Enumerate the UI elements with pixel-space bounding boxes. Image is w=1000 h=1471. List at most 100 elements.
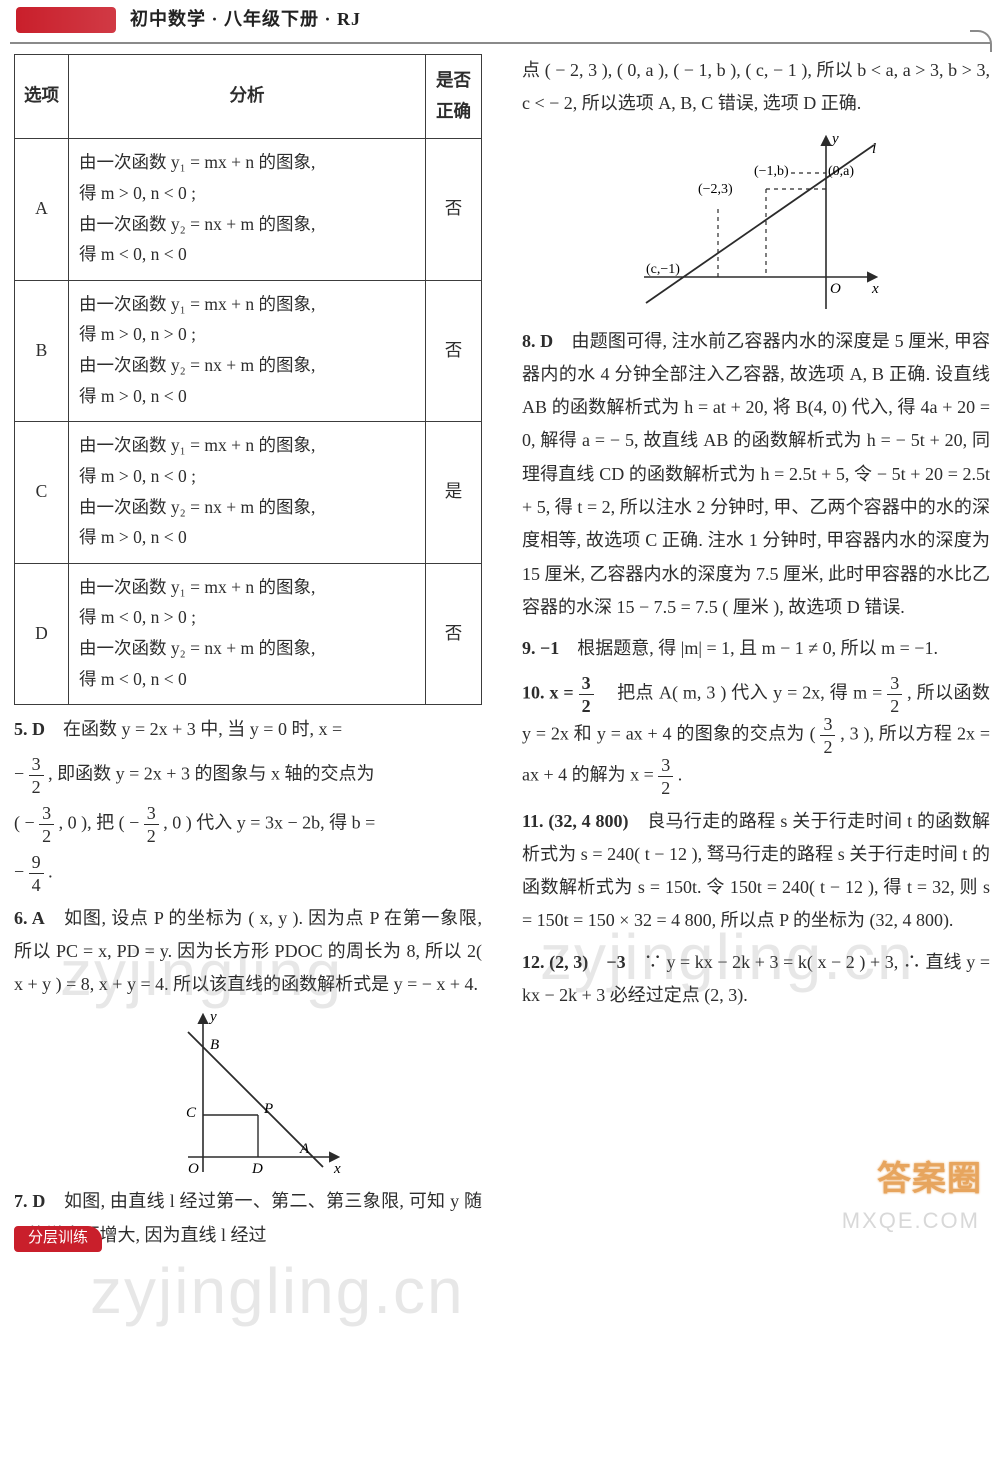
q5-line: 在函数 y = 2x + 3 中, 当 y = 0 时, x = <box>45 719 342 739</box>
svg-text:B: B <box>210 1037 219 1053</box>
analysis-line: 由一次函数 y₂ = nx + m 的图象, <box>79 209 417 240</box>
cell-analysis: 由一次函数 y₁ = mx + n 的图象, 得 m < 0, n > 0 ; … <box>69 563 426 705</box>
analysis-line: 得 m < 0, n < 0 <box>79 239 417 270</box>
text: , 即函数 y = 2x + 3 的图象与 x 轴的交点为 <box>48 763 374 783</box>
header-rule <box>10 42 990 44</box>
analysis-line: 由一次函数 y₂ = nx + m 的图象, <box>79 350 417 381</box>
q10: 10. x = 32 把点 A( m, 3 ) 代入 y = 2x, 得 m =… <box>522 674 990 797</box>
cell-option: B <box>15 280 69 422</box>
q5-line: ( − 32 , 0 ), 把 ( − 32 , 0 ) 代入 y = 3x −… <box>14 804 482 845</box>
fraction: 32 <box>579 674 594 715</box>
text: ( − <box>14 812 39 832</box>
table-row: A 由一次函数 y₁ = mx + n 的图象, 得 m > 0, n < 0 … <box>15 139 482 281</box>
svg-text:O: O <box>188 1161 199 1177</box>
text: − <box>14 763 29 783</box>
q5-line: − 32 , 即函数 y = 2x + 3 的图象与 x 轴的交点为 <box>14 755 482 796</box>
q10-body-a: 把点 A( m, 3 ) 代入 y = 2x, 得 m = <box>599 682 888 702</box>
q12: 12. (2, 3) −3 ∵ y = kx − 2k + 3 = k( x −… <box>522 946 990 1013</box>
svg-text:x: x <box>871 281 879 297</box>
analysis-line: 由一次函数 y₂ = nx + m 的图象, <box>79 633 417 664</box>
q5-lead: 5. D <box>14 719 45 739</box>
right-column: 点 ( − 2, 3 ), ( 0, a ), ( − 1, b ), ( c,… <box>522 54 990 1252</box>
q7-lead: 7. D <box>14 1191 45 1211</box>
analysis-line: 得 m > 0, n < 0 <box>79 522 417 553</box>
q10-body-d: . <box>678 764 683 784</box>
table-row: B 由一次函数 y₁ = mx + n 的图象, 得 m > 0, n > 0 … <box>15 280 482 422</box>
book-title: 初中数学 · 八年级下册 · RJ <box>130 3 361 36</box>
th-result: 是否正确 <box>426 55 482 139</box>
analysis-table: 选项 分析 是否正确 A 由一次函数 y₁ = mx + n 的图象, 得 m … <box>14 54 482 705</box>
svg-text:(−2,3): (−2,3) <box>698 182 733 197</box>
svg-text:y: y <box>208 1009 217 1025</box>
analysis-line: 由一次函数 y₁ = mx + n 的图象, <box>79 289 417 320</box>
cell-option: C <box>15 422 69 564</box>
svg-text:l: l <box>872 141 876 157</box>
table-row: D 由一次函数 y₁ = mx + n 的图象, 得 m < 0, n > 0 … <box>15 563 482 705</box>
q6: 6. A 如图, 设点 P 的坐标为 ( x, y ). 因为点 P 在第一象限… <box>14 902 482 1002</box>
q8: 8. D 由题图可得, 注水前乙容器内水的深度是 5 厘米, 甲容器内的水 4 … <box>522 325 990 625</box>
ribbon-ornament <box>16 7 116 33</box>
table-header-row: 选项 分析 是否正确 <box>15 55 482 139</box>
cell-analysis: 由一次函数 y₁ = mx + n 的图象, 得 m > 0, n > 0 ; … <box>69 280 426 422</box>
svg-text:O: O <box>830 281 841 297</box>
q11: 11. (32, 4 800) 良马行走的路程 s 关于行走时间 t 的函数解析… <box>522 805 990 938</box>
analysis-line: 由一次函数 y₁ = mx + n 的图象, <box>79 572 417 603</box>
analysis-line: 得 m < 0, n < 0 <box>79 664 417 695</box>
r-top: 点 ( − 2, 3 ), ( 0, a ), ( − 1, b ), ( c,… <box>522 54 990 121</box>
fraction: 94 <box>29 853 44 894</box>
svg-text:(−1,b): (−1,b) <box>754 164 789 179</box>
columns: 选项 分析 是否正确 A 由一次函数 y₁ = mx + n 的图象, 得 m … <box>0 54 1000 1258</box>
svg-text:P: P <box>263 1101 273 1117</box>
analysis-line: 得 m < 0, n > 0 ; <box>79 602 417 633</box>
footer-tab: 分层训练 <box>14 1226 102 1252</box>
fraction: 32 <box>887 674 902 715</box>
figure-q7: y x l O (−1,b) (0,a) (−2,3) (c,−1) <box>522 127 990 317</box>
svg-text:(c,−1): (c,−1) <box>646 262 680 277</box>
th-option: 选项 <box>15 55 69 139</box>
q6-lead: 6. A <box>14 908 45 928</box>
cell-result: 是 <box>426 422 482 564</box>
figure-q6: y x B C P D A O <box>14 1007 482 1177</box>
cell-analysis: 由一次函数 y₁ = mx + n 的图象, 得 m > 0, n < 0 ; … <box>69 422 426 564</box>
site-stamp: MXQE.COM <box>842 1201 980 1242</box>
fraction: 32 <box>658 756 673 797</box>
svg-text:A: A <box>299 1141 310 1157</box>
header-ribbon: 初中数学 · 八年级下册 · RJ <box>0 0 1000 40</box>
q9-lead: 9. −1 <box>522 638 559 658</box>
th-analysis: 分析 <box>69 55 426 139</box>
cell-result: 否 <box>426 280 482 422</box>
svg-text:C: C <box>186 1105 197 1121</box>
text: , 0 ), 把 ( − <box>59 812 144 832</box>
q8-lead: 8. D <box>522 331 553 351</box>
q9-body: 根据题意, 得 |m| = 1, 且 m − 1 ≠ 0, 所以 m = −1. <box>559 638 938 658</box>
q9: 9. −1 根据题意, 得 |m| = 1, 且 m − 1 ≠ 0, 所以 m… <box>522 632 990 665</box>
svg-text:(0,a): (0,a) <box>828 164 854 179</box>
cell-option: D <box>15 563 69 705</box>
q8-body: 由题图可得, 注水前乙容器内水的深度是 5 厘米, 甲容器内的水 4 分钟全部注… <box>522 331 990 617</box>
cell-result: 否 <box>426 139 482 281</box>
cell-analysis: 由一次函数 y₁ = mx + n 的图象, 得 m > 0, n < 0 ; … <box>69 139 426 281</box>
q5: 5. D 在函数 y = 2x + 3 中, 当 y = 0 时, x = <box>14 713 482 746</box>
analysis-line: 得 m > 0, n < 0 ; <box>79 461 417 492</box>
cell-result: 否 <box>426 563 482 705</box>
q6-body: 如图, 设点 P 的坐标为 ( x, y ). 因为点 P 在第一象限, 所以 … <box>14 908 482 995</box>
fraction: 32 <box>29 755 44 796</box>
table-row: C 由一次函数 y₁ = mx + n 的图象, 得 m > 0, n < 0 … <box>15 422 482 564</box>
analysis-line: 由一次函数 y₂ = nx + m 的图象, <box>79 492 417 523</box>
analysis-line: 得 m > 0, n < 0 ; <box>79 178 417 209</box>
cell-option: A <box>15 139 69 281</box>
fraction: 32 <box>39 804 54 845</box>
text: . <box>48 861 53 881</box>
svg-text:x: x <box>333 1161 341 1177</box>
svg-text:y: y <box>830 131 839 147</box>
fraction: 32 <box>144 804 159 845</box>
page: zyjingling zyjingling.cn zyjingling.cn 初… <box>0 0 1000 1258</box>
q5-line: − 94 . <box>14 853 482 894</box>
analysis-line: 得 m > 0, n > 0 ; <box>79 319 417 350</box>
text: , 0 ) 代入 y = 3x − 2b, 得 b = <box>163 812 375 832</box>
svg-text:D: D <box>251 1161 263 1177</box>
analysis-line: 由一次函数 y₁ = mx + n 的图象, <box>79 430 417 461</box>
analysis-line: 得 m > 0, n < 0 <box>79 381 417 412</box>
fraction: 32 <box>820 715 835 756</box>
q11-lead: 11. (32, 4 800) <box>522 811 629 831</box>
